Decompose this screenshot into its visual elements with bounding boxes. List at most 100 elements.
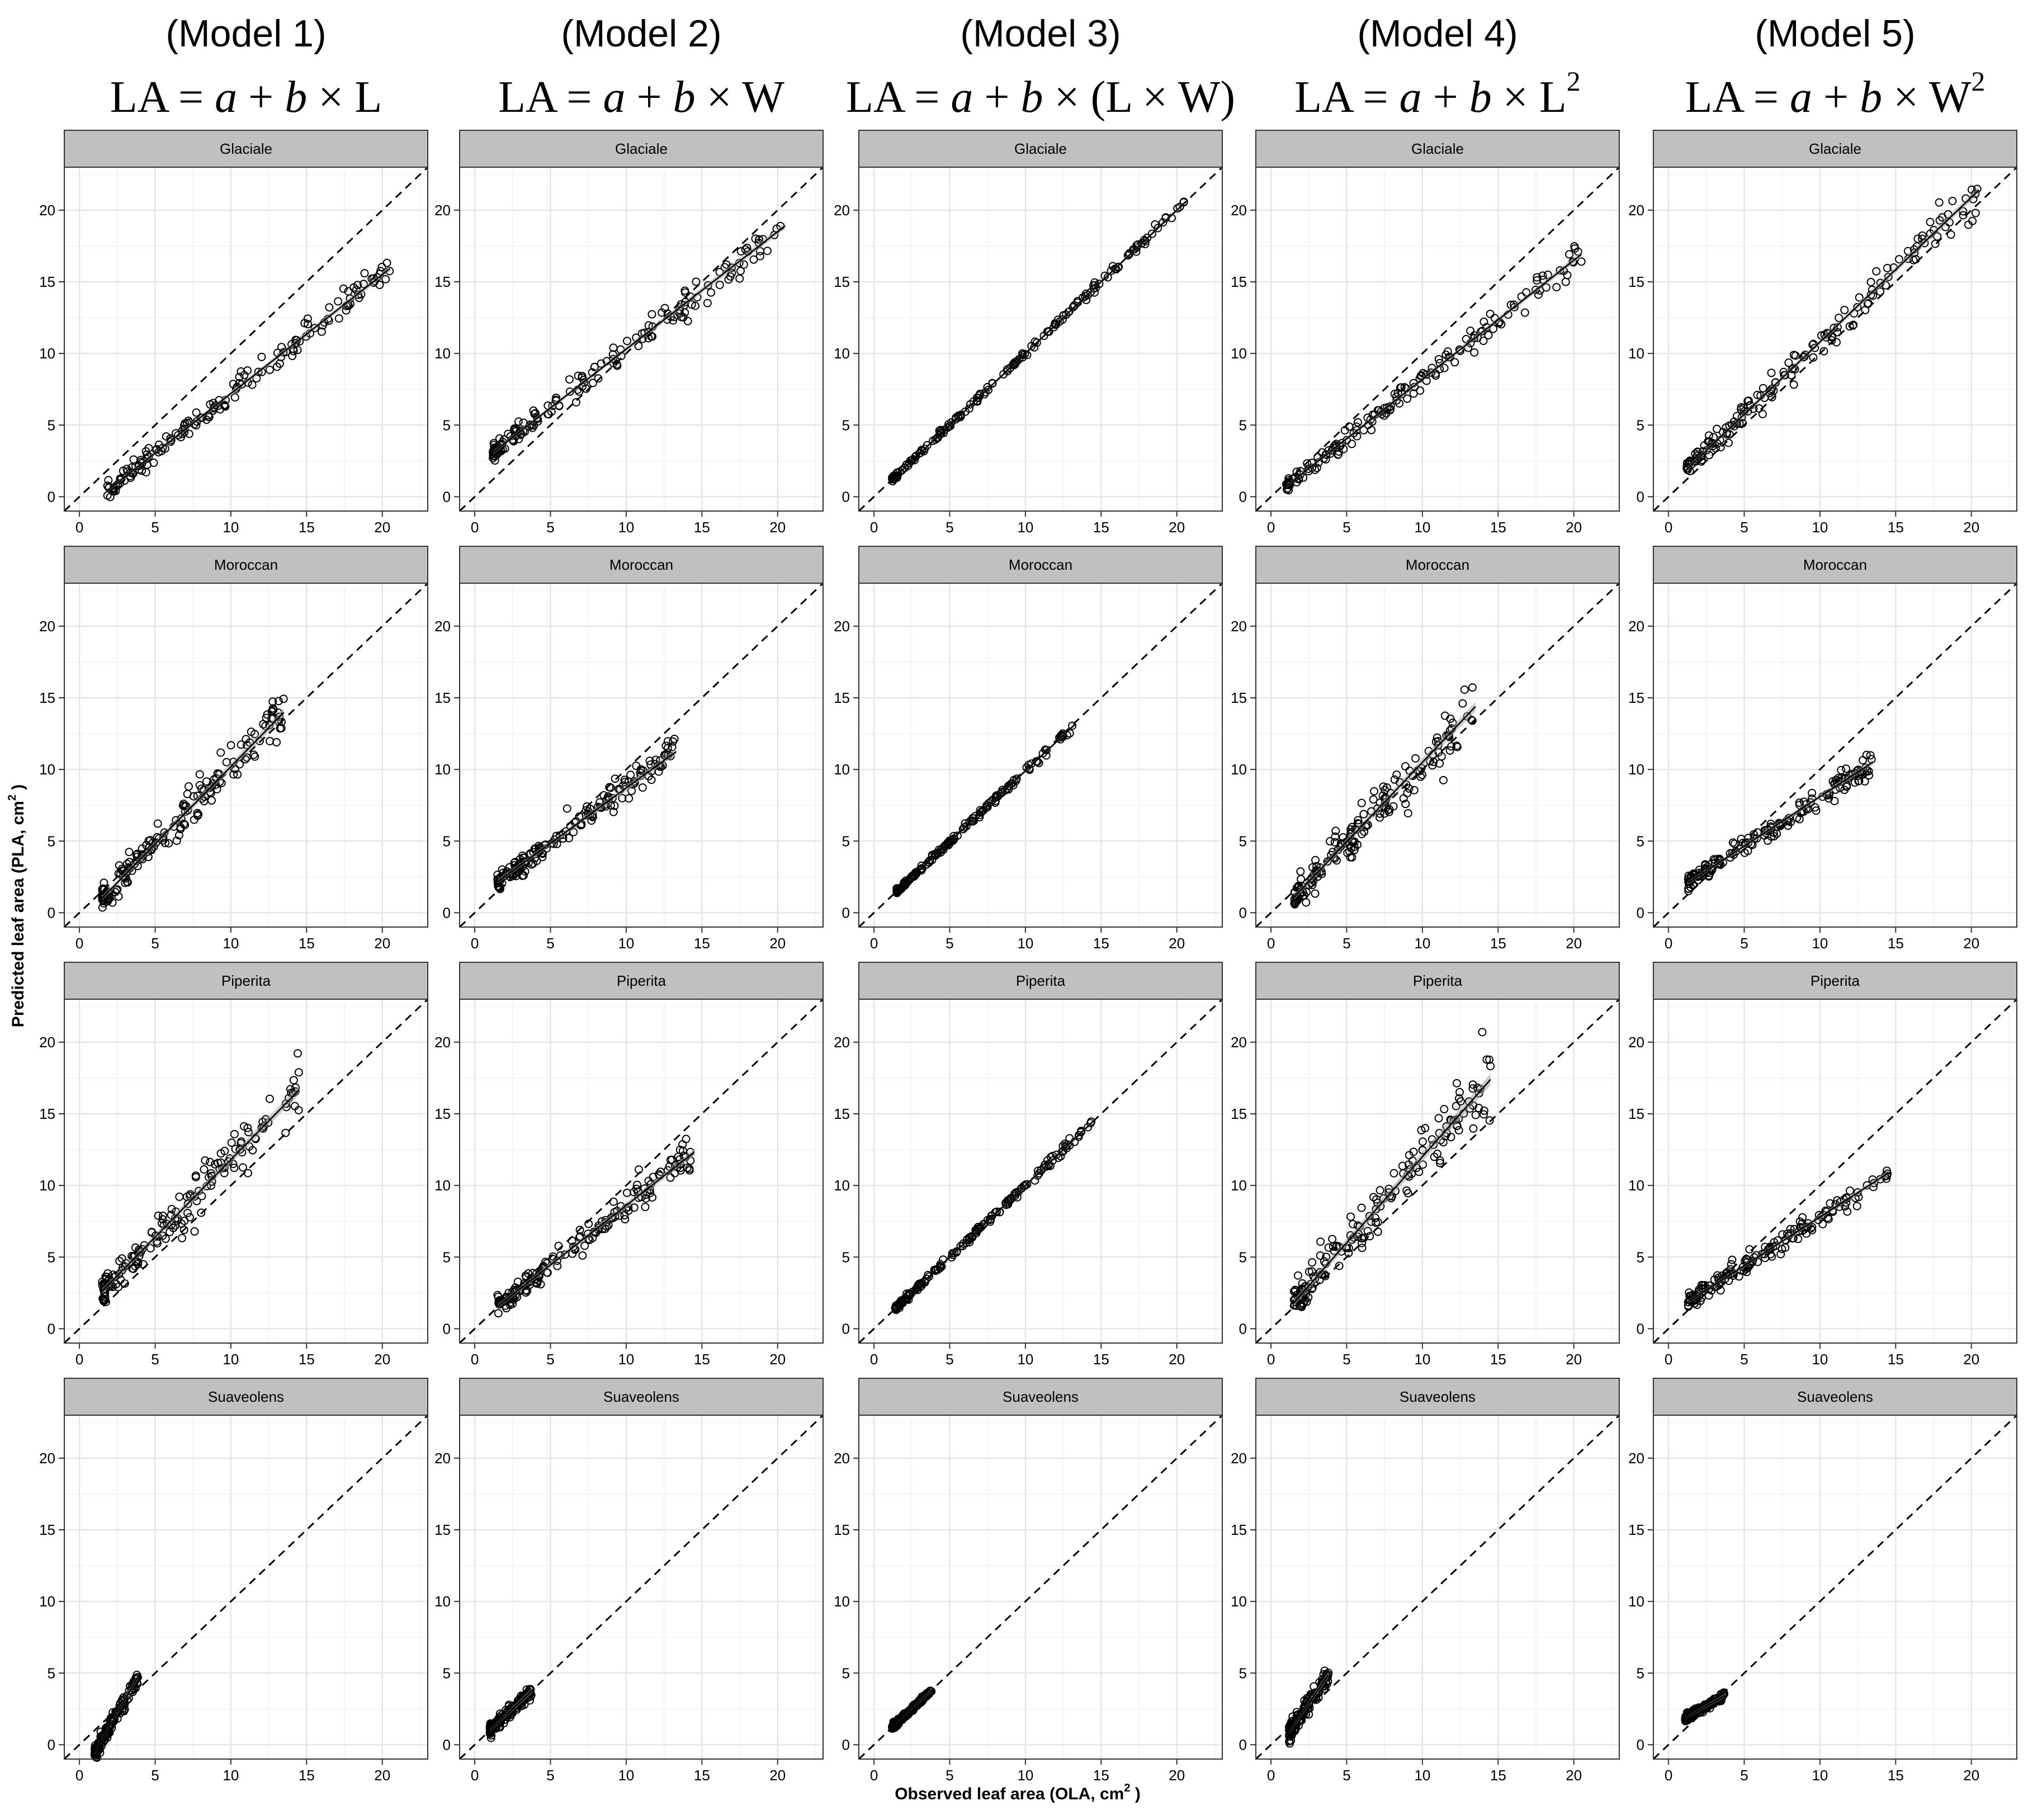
- strip-background: [858, 1378, 1223, 1416]
- data-point: [1403, 809, 1412, 817]
- y-tick-label: 10: [1231, 761, 1247, 778]
- data-point: [1454, 1126, 1463, 1134]
- data-point: [1318, 1679, 1327, 1687]
- data-point: [274, 697, 283, 706]
- data-point: [1926, 218, 1935, 226]
- data-point: [334, 314, 343, 323]
- data-point: [707, 288, 716, 297]
- fitted-line: [101, 712, 285, 899]
- y-tick-label: 0: [48, 488, 55, 505]
- facet-panel-piperita-model-4: Piperita 0 5 10 15 20 0 5 10 15 20: [1231, 962, 1620, 1368]
- data-point: [1964, 220, 1973, 229]
- data-point: [1292, 897, 1301, 906]
- model-formula-2: LA = a + b × W: [498, 73, 784, 122]
- fitted-line: [891, 1690, 932, 1728]
- y-tick-label: 0: [1239, 904, 1247, 921]
- panel-border: [858, 583, 1223, 928]
- data-point: [968, 817, 977, 826]
- strip-label: Suaveolens: [1003, 1388, 1079, 1405]
- x-tick-label: 0: [471, 935, 479, 952]
- x-tick-label: 0: [75, 935, 83, 952]
- data-point: [265, 366, 274, 375]
- data-point: [1784, 821, 1793, 830]
- y-tick-label: 5: [1239, 1665, 1247, 1681]
- data-point: [1065, 307, 1074, 316]
- data-point: [1346, 853, 1355, 862]
- panel-border: [1653, 167, 2017, 512]
- data-point: [915, 1696, 924, 1705]
- data-point: [1358, 830, 1367, 839]
- x-tick-label: 0: [1665, 935, 1672, 952]
- data-point: [510, 426, 519, 434]
- model-title-5: (Model 5): [1755, 12, 1915, 55]
- strip-label: Glaciale: [1014, 140, 1067, 157]
- strip-label: Glaciale: [220, 140, 272, 157]
- data-point: [715, 281, 724, 290]
- data-point: [1486, 309, 1495, 318]
- data-point: [1959, 211, 1968, 220]
- data-point: [527, 860, 536, 869]
- data-point: [194, 810, 203, 819]
- data-point: [1860, 777, 1869, 786]
- data-point: [182, 1192, 191, 1201]
- x-tick-label: 20: [1169, 935, 1185, 952]
- data-point: [1430, 1152, 1439, 1161]
- panel-border: [64, 1415, 428, 1760]
- strip-background: [64, 962, 428, 1000]
- x-tick-label: 5: [946, 935, 953, 952]
- data-point: [381, 275, 390, 283]
- data-point: [1103, 273, 1112, 282]
- x-tick-label: 5: [1342, 935, 1350, 952]
- data-point: [959, 1239, 968, 1248]
- data-point: [201, 1156, 210, 1165]
- data-point: [226, 741, 235, 750]
- data-point: [553, 1261, 562, 1270]
- strip-background: [64, 1378, 428, 1416]
- x-tick-label: 15: [1490, 1767, 1506, 1784]
- data-point: [647, 310, 656, 319]
- data-point: [1468, 683, 1477, 692]
- data-point: [1005, 781, 1014, 790]
- data-point: [242, 735, 250, 744]
- data-point: [257, 352, 266, 361]
- data-point: [1743, 396, 1752, 405]
- data-point: [528, 423, 537, 432]
- data-point: [541, 1258, 550, 1266]
- data-point: [1732, 847, 1741, 856]
- data-point: [952, 1247, 961, 1256]
- x-tick-label: 10: [223, 519, 239, 536]
- data-point: [1321, 450, 1330, 459]
- data-point: [185, 429, 193, 438]
- data-point: [1883, 263, 1892, 272]
- data-point: [1297, 1301, 1306, 1310]
- data-point: [265, 1094, 274, 1103]
- data-point: [1794, 1235, 1803, 1244]
- data-point: [668, 743, 677, 751]
- data-point: [1485, 1055, 1494, 1064]
- data-point: [1850, 778, 1859, 787]
- strip-label: Moroccan: [1803, 556, 1867, 573]
- data-point: [227, 1138, 236, 1147]
- x-tick-label: 10: [1812, 519, 1828, 536]
- y-tick-label: 15: [39, 273, 55, 290]
- data-point: [1789, 351, 1798, 360]
- data-point: [1938, 213, 1947, 222]
- data-point: [180, 801, 189, 810]
- y-tick-label: 20: [1628, 618, 1644, 635]
- data-point: [1767, 1252, 1776, 1261]
- y-tick-label: 5: [443, 1249, 451, 1265]
- data-point: [1533, 276, 1542, 285]
- data-point: [1021, 1180, 1030, 1189]
- data-point: [141, 468, 150, 477]
- data-point: [529, 406, 538, 415]
- x-tick-label: 15: [1093, 935, 1109, 952]
- data-point: [279, 694, 288, 703]
- facet-panel-glaciale-model-3: Glaciale 0 5 10 15 20 0 5 10 15 20: [834, 130, 1223, 536]
- x-tick-label: 15: [694, 1767, 710, 1784]
- strip-label: Suaveolens: [1797, 1388, 1873, 1405]
- y-tick-label: 15: [39, 1105, 55, 1122]
- strip-background: [1653, 130, 2017, 168]
- x-tick-label: 15: [694, 1351, 710, 1368]
- data-point: [230, 1164, 239, 1173]
- x-tick-label: 5: [546, 519, 554, 536]
